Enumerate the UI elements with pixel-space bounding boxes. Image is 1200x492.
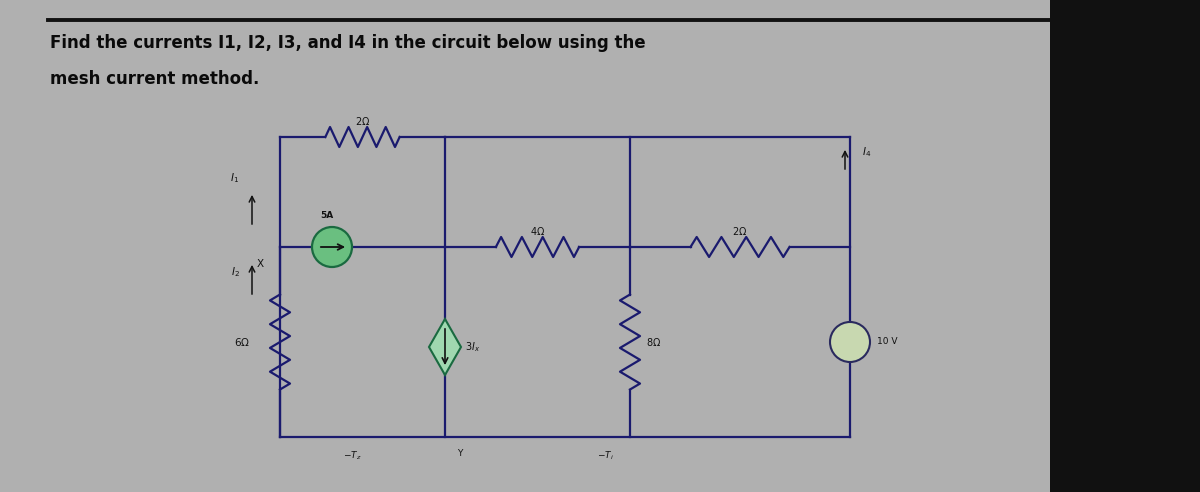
Text: $8\Omega$: $8\Omega$ xyxy=(646,336,661,348)
Text: $I_1$: $I_1$ xyxy=(230,171,240,185)
Text: $2\Omega$: $2\Omega$ xyxy=(732,225,748,237)
Text: X: X xyxy=(257,259,264,269)
Circle shape xyxy=(830,322,870,362)
Text: $3I_x$: $3I_x$ xyxy=(466,340,480,354)
Text: Find the currents I1, I2, I3, and I4 in the circuit below using the: Find the currents I1, I2, I3, and I4 in … xyxy=(50,34,646,52)
Text: Y: Y xyxy=(457,449,463,458)
Text: mesh current method.: mesh current method. xyxy=(50,70,259,88)
Text: 5A: 5A xyxy=(320,211,334,220)
Text: $I_2$: $I_2$ xyxy=(230,265,240,279)
Text: $4\Omega$: $4\Omega$ xyxy=(530,225,545,237)
Polygon shape xyxy=(430,319,461,375)
Circle shape xyxy=(312,227,352,267)
Text: $-T_z$: $-T_z$ xyxy=(343,449,361,461)
Bar xyxy=(1050,0,1200,492)
Text: $2\Omega$: $2\Omega$ xyxy=(355,115,370,127)
Text: 10 V: 10 V xyxy=(877,338,898,346)
Text: $-T_i$: $-T_i$ xyxy=(596,449,613,461)
Text: $I_4$: $I_4$ xyxy=(862,145,871,159)
Text: $6\Omega$: $6\Omega$ xyxy=(234,336,250,348)
